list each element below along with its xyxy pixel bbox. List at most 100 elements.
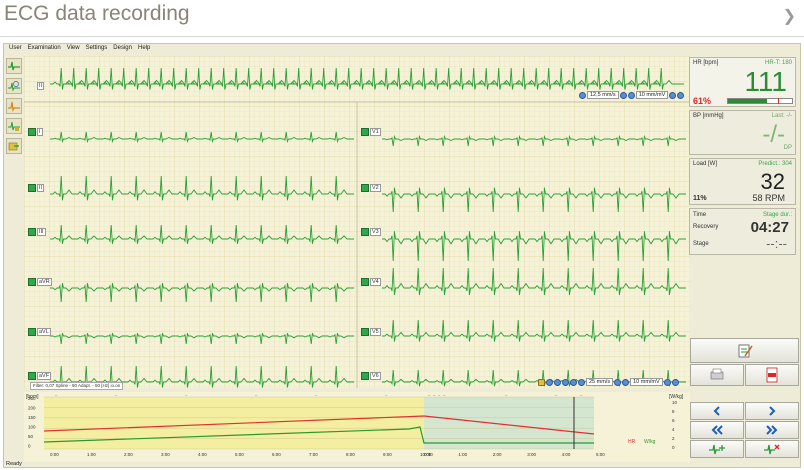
ecg-speed-value[interactable]: 25 mm/s xyxy=(586,378,614,386)
rhythm-gain-down-button[interactable] xyxy=(627,91,635,99)
trend-x-tick: 6:00 xyxy=(272,452,281,457)
prev-button[interactable] xyxy=(690,402,744,420)
stage-marker[interactable]: ↔ xyxy=(254,392,258,397)
lead-tag-ii[interactable]: II xyxy=(28,184,45,192)
remove-marker-button[interactable] xyxy=(745,440,799,458)
chevron-right-icon[interactable]: ❯ xyxy=(782,8,796,25)
menu-help[interactable]: Help xyxy=(137,45,151,51)
lead-tag-v3[interactable]: V3 xyxy=(361,228,381,236)
lead-label: V2 xyxy=(370,184,381,192)
lead-tag-v4[interactable]: V4 xyxy=(361,278,381,286)
lead-trace-avr xyxy=(50,283,354,303)
rhythm-speed-value[interactable]: 12,5 mm/s xyxy=(587,91,619,99)
rhythm-gain-up-button[interactable] xyxy=(669,91,677,99)
ecg-first-button[interactable] xyxy=(546,378,553,386)
filter-info[interactable]: Filter: 0,07 Spline - 90 Adapt. - 50 [Hz… xyxy=(30,382,124,390)
ecg-gain-up-button[interactable] xyxy=(663,378,671,386)
stage-marker[interactable]: ↔ xyxy=(184,392,188,397)
ecg-leads-icon xyxy=(8,61,20,71)
next-icon xyxy=(769,406,776,416)
status-bar: Ready xyxy=(6,461,22,467)
lead-tag-avr[interactable]: aVR xyxy=(28,278,52,286)
ecg-pause-button[interactable] xyxy=(562,378,569,386)
stage-marker[interactable]: ↔ xyxy=(442,392,446,397)
ecg-last-button[interactable] xyxy=(578,378,585,386)
ecg-display: II 12,5 mm/s 10 mm/mV I II III aVR aVL a… xyxy=(24,56,690,390)
ecg-zoom-button[interactable] xyxy=(6,78,22,94)
lead-label: aVR xyxy=(37,278,52,286)
lead-tag-v1[interactable]: V1 xyxy=(361,128,381,136)
add-marker-button[interactable] xyxy=(690,440,744,458)
lead-tag-v2[interactable]: V2 xyxy=(361,184,381,192)
edit-report-button[interactable] xyxy=(690,338,799,363)
ecg-leads-button[interactable] xyxy=(6,58,22,74)
stage-marker[interactable]: ↔ xyxy=(554,392,558,397)
ecg-marker-button[interactable] xyxy=(6,118,22,134)
load-percent: 11% xyxy=(693,195,707,202)
ecg-gain-down-button[interactable] xyxy=(622,378,630,386)
rhythm-zoom-button[interactable] xyxy=(677,91,685,99)
menu-view[interactable]: View xyxy=(66,45,80,51)
lead-trace-v1 xyxy=(382,134,686,147)
menu-settings[interactable]: Settings xyxy=(85,45,108,51)
lead-label: V5 xyxy=(370,328,381,336)
lead-label: aVF xyxy=(37,372,52,380)
pdf-icon xyxy=(766,367,778,383)
legend-wkg: W/kg xyxy=(644,439,656,445)
rhythm-gain-value[interactable]: 10 mm/mV xyxy=(635,91,669,99)
rhythm-speed-down-button[interactable] xyxy=(579,91,586,99)
first-button[interactable] xyxy=(690,421,744,439)
ecg-zoom-button[interactable] xyxy=(671,378,679,386)
trend-x-tick: 7:00 xyxy=(309,452,318,457)
trend-left-unit: [bpm] xyxy=(26,394,39,400)
lead-tag-iii[interactable]: III xyxy=(28,228,46,236)
ecg-warning-button[interactable] xyxy=(538,378,545,386)
bp-panel: BP [mmHg] Last: -/- -/- DP xyxy=(689,110,796,155)
ecg-average-button[interactable] xyxy=(6,98,22,114)
stage-marker[interactable]: ↔ xyxy=(384,392,388,397)
ecg-next-button[interactable] xyxy=(570,378,577,386)
lead-label-rhythm: II xyxy=(37,82,45,90)
stage-marker[interactable]: ↔ xyxy=(114,392,118,397)
pdf-button[interactable] xyxy=(745,364,799,386)
stage-marker[interactable]: ↔ xyxy=(427,392,431,397)
hr-trend-line xyxy=(43,415,595,435)
stage-marker[interactable]: ↔ xyxy=(432,392,436,397)
stage-marker[interactable]: ↔ xyxy=(504,392,508,397)
lead-tag-v5[interactable]: V5 xyxy=(361,328,381,336)
ecg-prev-button[interactable] xyxy=(554,378,561,386)
trend-chart[interactable]: ↔ ↔ ↔ ↔ ↔ ↔ ↔ ↔ ↔ ↔ ↔ ↔ ↔ [bpm] [W/kg] 250 200 150 100 5… xyxy=(24,392,690,462)
rhythm-speed-up-button[interactable] xyxy=(619,91,627,99)
ecg-export-button[interactable] xyxy=(6,138,22,154)
ecg-speed-up-button[interactable] xyxy=(614,378,622,386)
stage-marker[interactable]: ↔ xyxy=(579,392,583,397)
menu-design[interactable]: Design xyxy=(113,45,132,51)
menu-user[interactable]: User xyxy=(9,45,22,51)
menu-examination[interactable]: Examination xyxy=(27,45,61,51)
stage-marker[interactable]: ↔ xyxy=(437,392,441,397)
ecg-controls: 25 mm/s 10 mm/mV xyxy=(538,378,679,386)
stage-marker[interactable]: ↔ xyxy=(54,392,58,397)
ecg-gain-value[interactable]: 10 mm/mV xyxy=(630,378,663,386)
time-recovery-value: 04:27 xyxy=(750,219,789,236)
menu-bar: User Examination View Settings Design He… xyxy=(4,44,802,53)
lead-tag-v6[interactable]: V6 xyxy=(361,372,381,380)
trend-svg: ↔ ↔ ↔ ↔ ↔ ↔ ↔ ↔ ↔ ↔ ↔ ↔ ↔ [bpm] [W/kg] 2502001501005… xyxy=(26,392,684,457)
trend-right-tick: 8 xyxy=(672,409,675,414)
lead-color-swatch xyxy=(28,372,36,380)
ecg-marker-icon xyxy=(8,121,20,131)
trend-left-tick: 250 xyxy=(28,396,36,401)
time-stage-label: Stage xyxy=(693,241,709,247)
lead-tag-i[interactable]: I xyxy=(28,128,43,136)
lead-trace-ii xyxy=(50,175,354,201)
lead-tag-avf[interactable]: aVF xyxy=(28,372,52,380)
stage-marker[interactable]: ↔ xyxy=(314,392,318,397)
lead-tag-rhythm[interactable]: II xyxy=(28,82,45,90)
settings-button[interactable] xyxy=(690,364,744,386)
stage-markers: ↔ ↔ ↔ ↔ ↔ ↔ ↔ ↔ ↔ ↔ ↔ ↔ ↔ xyxy=(54,392,583,397)
next-button[interactable] xyxy=(745,402,799,420)
lead-color-swatch xyxy=(361,372,369,380)
last-button[interactable] xyxy=(745,421,799,439)
lead-tag-avl[interactable]: aVL xyxy=(28,328,51,336)
